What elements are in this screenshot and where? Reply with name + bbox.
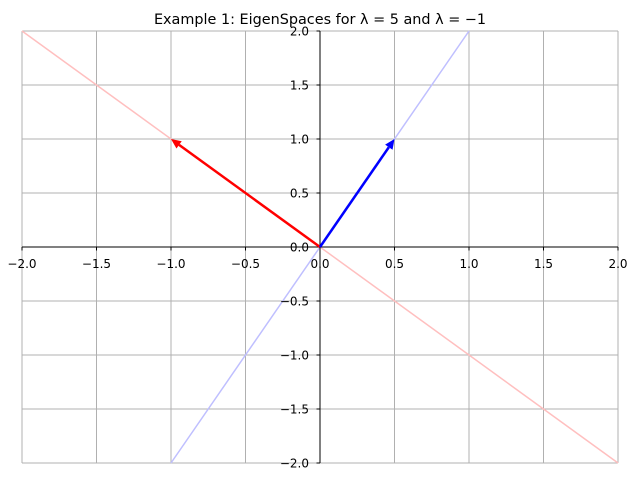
eigenvector-shaft [178, 143, 321, 249]
y-tick-label: 1.5 [290, 79, 309, 93]
x-tick-label: 0.0 [310, 257, 329, 271]
x-tick-label: −2.0 [7, 257, 36, 271]
y-tick-label: 2.0 [290, 25, 309, 39]
y-tick-label: −1.5 [280, 403, 309, 417]
y-tick-label: −0.5 [280, 295, 309, 309]
x-tick-label: −0.5 [231, 257, 260, 271]
tick-labels: −2.0 −1.5 −1.0 −0.5 0.0 0.5 1.0 1.5 2.0 −2.0 −1.5 −… [7, 25, 627, 471]
x-tick-label: 1.0 [459, 257, 478, 271]
x-tick-label: 1.5 [534, 257, 553, 271]
eigenvector-arrowhead [171, 139, 182, 149]
eigenvector-shaft [318, 146, 390, 248]
eigenvector-arrowhead [385, 139, 395, 150]
x-tick-label: 0.5 [385, 257, 404, 271]
y-tick-label: −2.0 [280, 457, 309, 471]
y-tick-label: 1.0 [290, 133, 309, 147]
y-tick-label: 0.0 [290, 241, 309, 255]
x-tick-label: −1.5 [82, 257, 111, 271]
x-tick-label: −1.0 [156, 257, 185, 271]
y-tick-label: 0.5 [290, 187, 309, 201]
eigenvectors [171, 139, 395, 249]
x-tick-label: 2.0 [608, 257, 627, 271]
y-tick-label: −1.0 [280, 349, 309, 363]
chart-title: Example 1: EigenSpaces for λ = 5 and λ =… [154, 12, 486, 28]
